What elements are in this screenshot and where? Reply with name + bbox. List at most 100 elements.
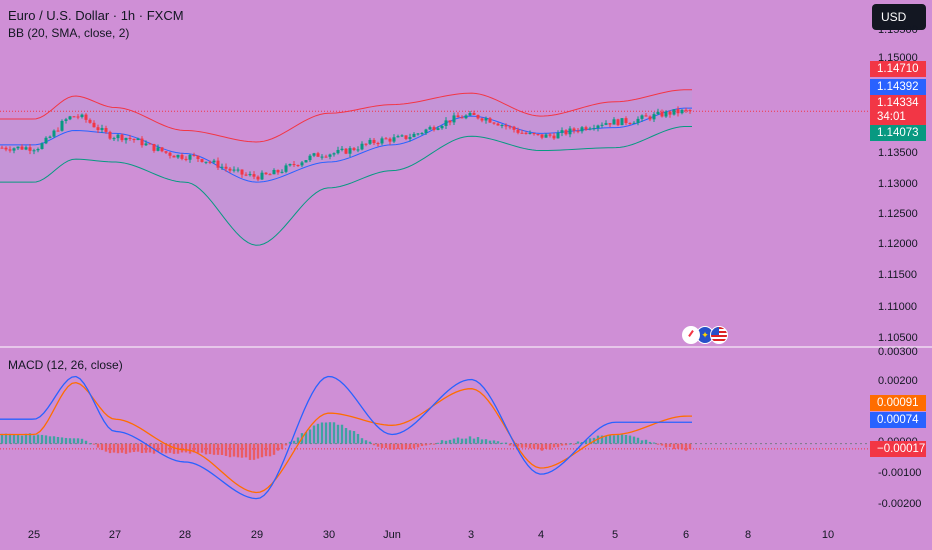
candle-body xyxy=(116,134,120,139)
macd-histogram-bar xyxy=(244,443,248,458)
macd-histogram-bar xyxy=(92,443,96,445)
candle-body xyxy=(504,125,508,127)
candle-body xyxy=(480,118,484,121)
time-tick-label: 28 xyxy=(178,529,192,541)
candle-body xyxy=(176,154,180,158)
macd-histogram-bar xyxy=(456,437,460,444)
candle-body xyxy=(416,133,420,135)
candle-body xyxy=(8,149,12,151)
macd-histogram-bar xyxy=(620,434,624,444)
macd-histogram-bar xyxy=(464,438,468,444)
macd-histogram-bar xyxy=(64,437,68,444)
candle-body xyxy=(164,151,168,153)
candle-body xyxy=(660,111,664,117)
candle-body xyxy=(592,128,596,130)
candle-body xyxy=(204,161,208,163)
candle-body xyxy=(88,119,92,123)
macd-histogram-bar xyxy=(660,443,664,446)
macd-histogram-bar xyxy=(492,440,496,444)
macd-histogram-bar xyxy=(384,443,388,449)
us-flag-icon[interactable] xyxy=(710,326,728,344)
macd-histogram-bar xyxy=(404,443,408,450)
time-tick-label: 27 xyxy=(108,529,122,541)
macd-histogram-bar xyxy=(472,438,476,444)
macd-histogram-bar xyxy=(44,435,48,444)
price-badge: 34:01 xyxy=(870,110,926,125)
time-tick-label: 10 xyxy=(821,529,835,541)
candle-body xyxy=(468,113,472,116)
candle-body xyxy=(256,176,260,180)
macd-histogram-bar xyxy=(432,443,436,445)
time-tick-label: 3 xyxy=(467,529,475,541)
macd-histogram-bar xyxy=(548,443,552,450)
macd-histogram-bar xyxy=(448,439,452,444)
clock-icon[interactable] xyxy=(682,326,700,344)
macd-legend[interactable]: MACD (12, 26, close) xyxy=(8,358,123,372)
candle-body xyxy=(376,143,380,145)
candle-body xyxy=(228,168,232,171)
candle-body xyxy=(392,137,396,142)
candle-body xyxy=(248,174,252,176)
candle-body xyxy=(56,130,60,132)
candle-body xyxy=(624,118,628,124)
bb-legend[interactable]: BB (20, SMA, close, 2) xyxy=(8,26,130,40)
macd-histogram-bar xyxy=(268,443,272,457)
candle-body xyxy=(236,169,240,171)
candle-body xyxy=(648,116,652,120)
event-icons[interactable]: ✦ xyxy=(682,326,728,344)
price-tick-label: 1.12000 xyxy=(878,238,918,250)
candle-body xyxy=(652,114,656,120)
macd-histogram-bar xyxy=(360,438,364,444)
macd-histogram-bar xyxy=(20,435,24,444)
macd-histogram-bar xyxy=(488,440,492,444)
macd-histogram-bar xyxy=(116,443,120,454)
macd-histogram-bar xyxy=(656,443,660,445)
candle-body xyxy=(48,136,52,138)
candle-body xyxy=(672,109,676,115)
macd-histogram-bar xyxy=(400,443,404,450)
macd-histogram-bar xyxy=(60,437,64,444)
candle-body xyxy=(512,126,516,130)
price-badge: 1.14073 xyxy=(870,125,926,141)
macd-line xyxy=(0,375,692,500)
candle-body xyxy=(276,169,280,173)
candle-body xyxy=(388,138,392,142)
symbol-title[interactable]: Euro / U.S. Dollar · 1h · FXCM xyxy=(8,8,184,23)
candle-body xyxy=(72,116,76,118)
candle-body xyxy=(364,143,368,145)
macd-histogram-bar xyxy=(648,441,652,444)
macd-histogram-bar xyxy=(512,443,516,447)
macd-histogram-bar xyxy=(500,442,504,444)
macd-histogram-bar xyxy=(136,443,140,452)
macd-histogram-bar xyxy=(436,442,440,444)
candle-body xyxy=(100,127,104,130)
macd-histogram-bar xyxy=(236,443,240,458)
macd-histogram-bar xyxy=(532,443,536,449)
macd-tick-label: -0.00100 xyxy=(878,467,922,479)
candle-body xyxy=(24,147,28,150)
price-tick-label: 1.10500 xyxy=(878,332,918,344)
candle-body xyxy=(604,123,608,125)
candle-body xyxy=(680,109,684,114)
time-tick-label: 30 xyxy=(322,529,336,541)
macd-histogram-bar xyxy=(476,437,480,444)
macd-tick-label: 0.00200 xyxy=(878,375,918,387)
candle-body xyxy=(688,110,692,112)
macd-histogram-bar xyxy=(680,443,684,450)
macd-histogram-bar xyxy=(396,443,400,449)
macd-histogram-bar xyxy=(72,438,76,444)
candle-body xyxy=(536,134,540,136)
candle-body xyxy=(152,143,156,151)
candle-body xyxy=(668,111,672,115)
macd-histogram-bar xyxy=(628,435,632,444)
candle-body xyxy=(344,148,348,154)
candle-body xyxy=(560,130,564,133)
candle-body xyxy=(132,138,136,141)
candle-body xyxy=(280,171,284,173)
candle-body xyxy=(396,136,400,138)
currency-button[interactable]: USD xyxy=(872,4,926,30)
macd-histogram-bar xyxy=(200,443,204,453)
macd-histogram-bar xyxy=(416,443,420,448)
macd-histogram-bar xyxy=(508,443,512,446)
